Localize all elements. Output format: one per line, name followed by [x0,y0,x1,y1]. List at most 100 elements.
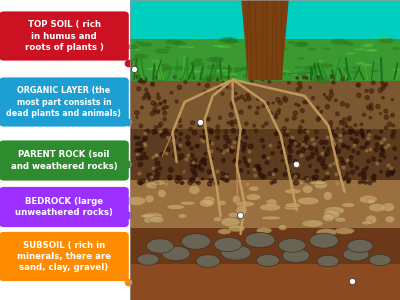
Ellipse shape [154,64,171,70]
Point [228,121,235,125]
Point [142,136,148,141]
Point [262,74,268,79]
Point [364,95,370,100]
Point [160,106,166,111]
Point [340,161,347,166]
Point [179,169,186,174]
Point [302,140,308,145]
Ellipse shape [314,181,327,189]
Point [138,124,144,128]
Ellipse shape [282,249,310,262]
Point [304,176,310,181]
Point [205,127,211,132]
Point [188,146,195,151]
Point [202,152,208,156]
Point [265,154,272,159]
Ellipse shape [323,191,332,200]
Point [236,159,242,164]
Point [362,146,368,150]
Point [378,152,384,157]
Ellipse shape [356,63,365,64]
Point [238,131,244,136]
Point [389,171,395,176]
Point [305,156,312,161]
Point [155,92,161,97]
Point [185,141,191,146]
Ellipse shape [315,60,324,62]
Bar [130,0,400,300]
Point [390,169,396,173]
Point [354,166,360,170]
Point [368,102,374,107]
Point [274,130,280,135]
Point [339,77,346,82]
Point [332,134,338,138]
Point [314,106,321,110]
Point [379,146,386,150]
Point [294,76,300,80]
Point [209,156,215,161]
Point [378,147,385,152]
Point [283,128,290,133]
Point [139,156,145,161]
Point [322,164,328,169]
Point [177,124,184,129]
Point [261,154,267,159]
Ellipse shape [302,220,323,227]
Point [134,148,140,153]
Point [380,85,386,90]
Point [136,86,142,91]
Point [346,115,353,120]
Point [286,80,292,85]
Point [235,136,241,141]
Point [155,180,161,185]
Point [360,179,366,184]
Ellipse shape [320,63,334,68]
Bar [130,180,400,234]
Point [205,116,211,121]
Point [328,120,334,125]
Ellipse shape [371,70,379,72]
Point [231,159,238,164]
Point [190,176,196,181]
Point [355,83,361,88]
Point [352,123,358,128]
Point [304,76,310,81]
Ellipse shape [347,239,373,253]
Point [302,129,309,134]
Point [137,78,143,83]
Point [334,111,341,116]
Point [297,129,303,134]
Point [361,172,368,177]
Point [264,160,270,165]
Point [345,179,352,184]
Point [359,170,366,175]
Point [340,131,347,136]
Point [239,94,245,99]
Point [153,175,160,180]
Point [275,97,281,102]
Point [192,158,198,162]
Point [223,129,229,134]
Point [174,99,180,104]
Point [164,147,171,152]
Point [140,80,147,85]
Point [232,158,238,163]
Point [240,130,247,135]
Point [311,141,318,146]
Point [144,91,151,96]
Point [136,155,142,160]
Point [172,145,179,150]
Point [143,156,150,161]
Point [338,121,344,125]
Point [383,115,390,120]
Point [229,119,235,124]
Ellipse shape [232,195,240,204]
Ellipse shape [139,42,152,47]
Point [137,148,143,152]
Point [208,174,214,179]
Point [177,176,183,181]
Ellipse shape [369,254,391,266]
Ellipse shape [137,254,159,265]
Point [351,143,358,148]
